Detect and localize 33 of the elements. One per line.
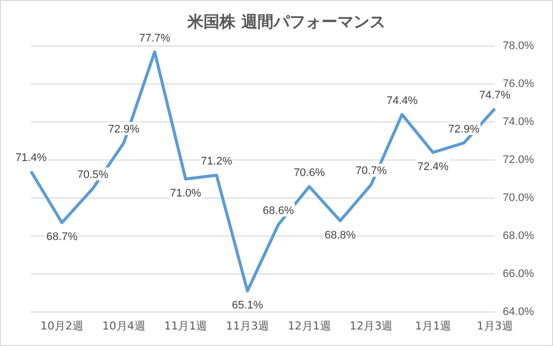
x-tick-label: 12月3週	[350, 319, 393, 332]
y-tick-label: 64.0%	[502, 306, 534, 318]
data-label: 72.4%	[417, 160, 449, 173]
y-tick-label: 66.0%	[502, 268, 534, 280]
chart-title: 米国株 週間パフォーマンス	[186, 12, 386, 31]
data-label: 71.0%	[170, 188, 202, 200]
data-label: 72.9%	[108, 123, 140, 136]
data-label: 70.7%	[356, 165, 387, 178]
x-tick-label: 10月4週	[102, 319, 146, 332]
data-label: 77.7%	[139, 32, 170, 44]
x-tick-label: 10月2週	[40, 319, 84, 332]
y-tick-label: 74.0%	[502, 116, 534, 128]
data-label: 72.9%	[448, 123, 480, 136]
y-tick-label: 68.0%	[502, 230, 534, 242]
data-label: 68.7%	[46, 231, 78, 244]
x-tick-label: 1月3週	[476, 319, 513, 332]
y-tick-label: 78.0%	[502, 40, 534, 52]
y-tick-label: 72.0%	[502, 154, 534, 166]
data-label: 71.4%	[15, 152, 47, 164]
data-label: 68.8%	[324, 229, 356, 242]
data-label: 70.6%	[294, 167, 326, 180]
data-label: 71.2%	[200, 156, 232, 168]
data-label: 70.5%	[77, 169, 109, 182]
x-tick-label: 11月1週	[164, 319, 208, 332]
x-tick-label: 11月3週	[226, 319, 269, 332]
y-tick-label: 76.0%	[502, 78, 534, 90]
data-label: 65.1%	[232, 299, 264, 312]
x-tick-label: 1月1週	[414, 319, 451, 332]
y-tick-label: 70.0%	[502, 192, 534, 204]
data-label: 74.7%	[479, 89, 511, 102]
x-tick-label: 12月1週	[288, 319, 331, 332]
data-label: 74.4%	[386, 95, 418, 108]
data-label: 68.6%	[262, 205, 294, 218]
